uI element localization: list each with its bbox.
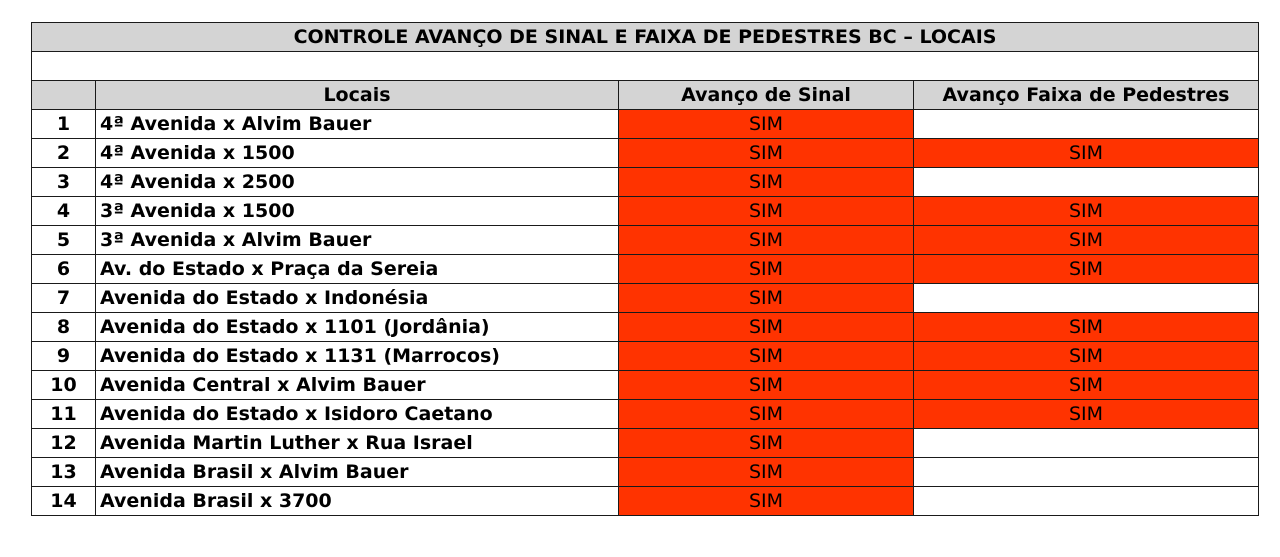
row-local: 4ª Avenida x Alvim Bauer bbox=[95, 109, 619, 139]
row-avanco-sinal: SIM bbox=[618, 283, 914, 313]
row-avanco-faixa bbox=[912, 283, 1260, 313]
table-title: CONTROLE AVANÇO DE SINAL E FAIXA DE PEDE… bbox=[30, 22, 1260, 52]
table-row: 9 Avenida do Estado x 1131 (Marrocos) SIM S… bbox=[31, 341, 1260, 371]
row-number: 10 bbox=[31, 370, 96, 400]
table-row: 13 Avenida Brasil x Alvim Bauer SIM bbox=[31, 457, 1260, 487]
header-avanco-faixa: Avanço Faixa de Pedestres bbox=[912, 80, 1260, 110]
row-number: 13 bbox=[31, 457, 96, 487]
row-number: 1 bbox=[31, 109, 96, 139]
row-avanco-sinal: SIM bbox=[618, 254, 914, 284]
row-number: 3 bbox=[31, 167, 96, 197]
row-avanco-sinal: SIM bbox=[618, 370, 914, 400]
row-avanco-faixa: SIM bbox=[912, 138, 1260, 168]
spreadsheet-table-container: CONTROLE AVANÇO DE SINAL E FAIXA DE PEDE… bbox=[30, 22, 1260, 516]
row-avanco-faixa bbox=[912, 428, 1260, 458]
row-avanco-sinal: SIM bbox=[618, 399, 914, 429]
row-avanco-sinal: SIM bbox=[618, 312, 914, 342]
table-row: 14 Avenida Brasil x 3700 SIM bbox=[31, 486, 1260, 516]
row-number: 4 bbox=[31, 196, 96, 226]
row-number: 2 bbox=[31, 138, 96, 168]
row-avanco-faixa: SIM bbox=[912, 312, 1260, 342]
row-avanco-faixa: SIM bbox=[912, 341, 1260, 371]
row-avanco-sinal: SIM bbox=[618, 138, 914, 168]
table-row: 7 Avenida do Estado x Indonésia SIM bbox=[31, 283, 1260, 313]
row-number: 6 bbox=[31, 254, 96, 284]
row-avanco-faixa: SIM bbox=[912, 225, 1260, 255]
blank-row bbox=[30, 51, 1260, 81]
row-number: 11 bbox=[31, 399, 96, 429]
row-avanco-sinal: SIM bbox=[618, 109, 914, 139]
header-row: Locais Avanço de Sinal Avanço Faixa de P… bbox=[31, 80, 1260, 110]
row-avanco-sinal: SIM bbox=[618, 428, 914, 458]
table-row: 6 Av. do Estado x Praça da Sereia SIM SIM bbox=[31, 254, 1260, 284]
row-number: 14 bbox=[31, 486, 96, 516]
row-avanco-faixa: SIM bbox=[912, 196, 1260, 226]
title-row: CONTROLE AVANÇO DE SINAL E FAIXA DE PEDE… bbox=[30, 22, 1260, 52]
row-avanco-faixa bbox=[912, 486, 1260, 516]
table-row: 2 4ª Avenida x 1500 SIM SIM bbox=[31, 138, 1260, 168]
row-local: Avenida Brasil x Alvim Bauer bbox=[95, 457, 619, 487]
row-number: 8 bbox=[31, 312, 96, 342]
row-avanco-sinal: SIM bbox=[618, 225, 914, 255]
row-local: Avenida do Estado x 1131 (Marrocos) bbox=[95, 341, 619, 371]
table-row: 10 Avenida Central x Alvim Bauer SIM SIM bbox=[31, 370, 1260, 400]
header-avanco-sinal: Avanço de Sinal bbox=[618, 80, 914, 110]
row-avanco-faixa bbox=[912, 457, 1260, 487]
table-row: 5 3ª Avenida x Alvim Bauer SIM SIM bbox=[31, 225, 1260, 255]
row-local: Av. do Estado x Praça da Sereia bbox=[95, 254, 619, 284]
header-locais: Locais bbox=[95, 80, 619, 110]
row-local: 4ª Avenida x 2500 bbox=[95, 167, 619, 197]
row-avanco-faixa: SIM bbox=[912, 254, 1260, 284]
row-avanco-sinal: SIM bbox=[618, 196, 914, 226]
row-number: 7 bbox=[31, 283, 96, 313]
row-number: 12 bbox=[31, 428, 96, 458]
table-row: 3 4ª Avenida x 2500 SIM bbox=[31, 167, 1260, 197]
row-avanco-faixa: SIM bbox=[912, 370, 1260, 400]
row-local: Avenida Martin Luther x Rua Israel bbox=[95, 428, 619, 458]
row-avanco-sinal: SIM bbox=[618, 167, 914, 197]
row-local: Avenida Brasil x 3700 bbox=[95, 486, 619, 516]
row-number: 5 bbox=[31, 225, 96, 255]
header-num bbox=[31, 80, 96, 110]
row-avanco-sinal: SIM bbox=[618, 486, 914, 516]
row-local: Avenida Central x Alvim Bauer bbox=[95, 370, 619, 400]
row-avanco-sinal: SIM bbox=[618, 457, 914, 487]
row-avanco-faixa: SIM bbox=[912, 399, 1260, 429]
row-avanco-faixa bbox=[912, 167, 1260, 197]
row-local: Avenida do Estado x Indonésia bbox=[95, 283, 619, 313]
row-avanco-faixa bbox=[912, 109, 1260, 139]
table-row: 8 Avenida do Estado x 1101 (Jordânia) SIM S… bbox=[31, 312, 1260, 342]
table-row: 1 4ª Avenida x Alvim Bauer SIM bbox=[31, 109, 1260, 139]
table-row: 12 Avenida Martin Luther x Rua Israel SIM bbox=[31, 428, 1260, 458]
row-number: 9 bbox=[31, 341, 96, 371]
table-row: 11 Avenida do Estado x Isidoro Caetano SIM… bbox=[31, 399, 1260, 429]
blank-cell bbox=[30, 51, 1260, 81]
table-row: 4 3ª Avenida x 1500 SIM SIM bbox=[31, 196, 1260, 226]
row-local: 3ª Avenida x 1500 bbox=[95, 196, 619, 226]
row-local: Avenida do Estado x Isidoro Caetano bbox=[95, 399, 619, 429]
row-local: Avenida do Estado x 1101 (Jordânia) bbox=[95, 312, 619, 342]
row-local: 4ª Avenida x 1500 bbox=[95, 138, 619, 168]
row-local: 3ª Avenida x Alvim Bauer bbox=[95, 225, 619, 255]
locations-table: CONTROLE AVANÇO DE SINAL E FAIXA DE PEDE… bbox=[30, 22, 1260, 516]
row-avanco-sinal: SIM bbox=[618, 341, 914, 371]
